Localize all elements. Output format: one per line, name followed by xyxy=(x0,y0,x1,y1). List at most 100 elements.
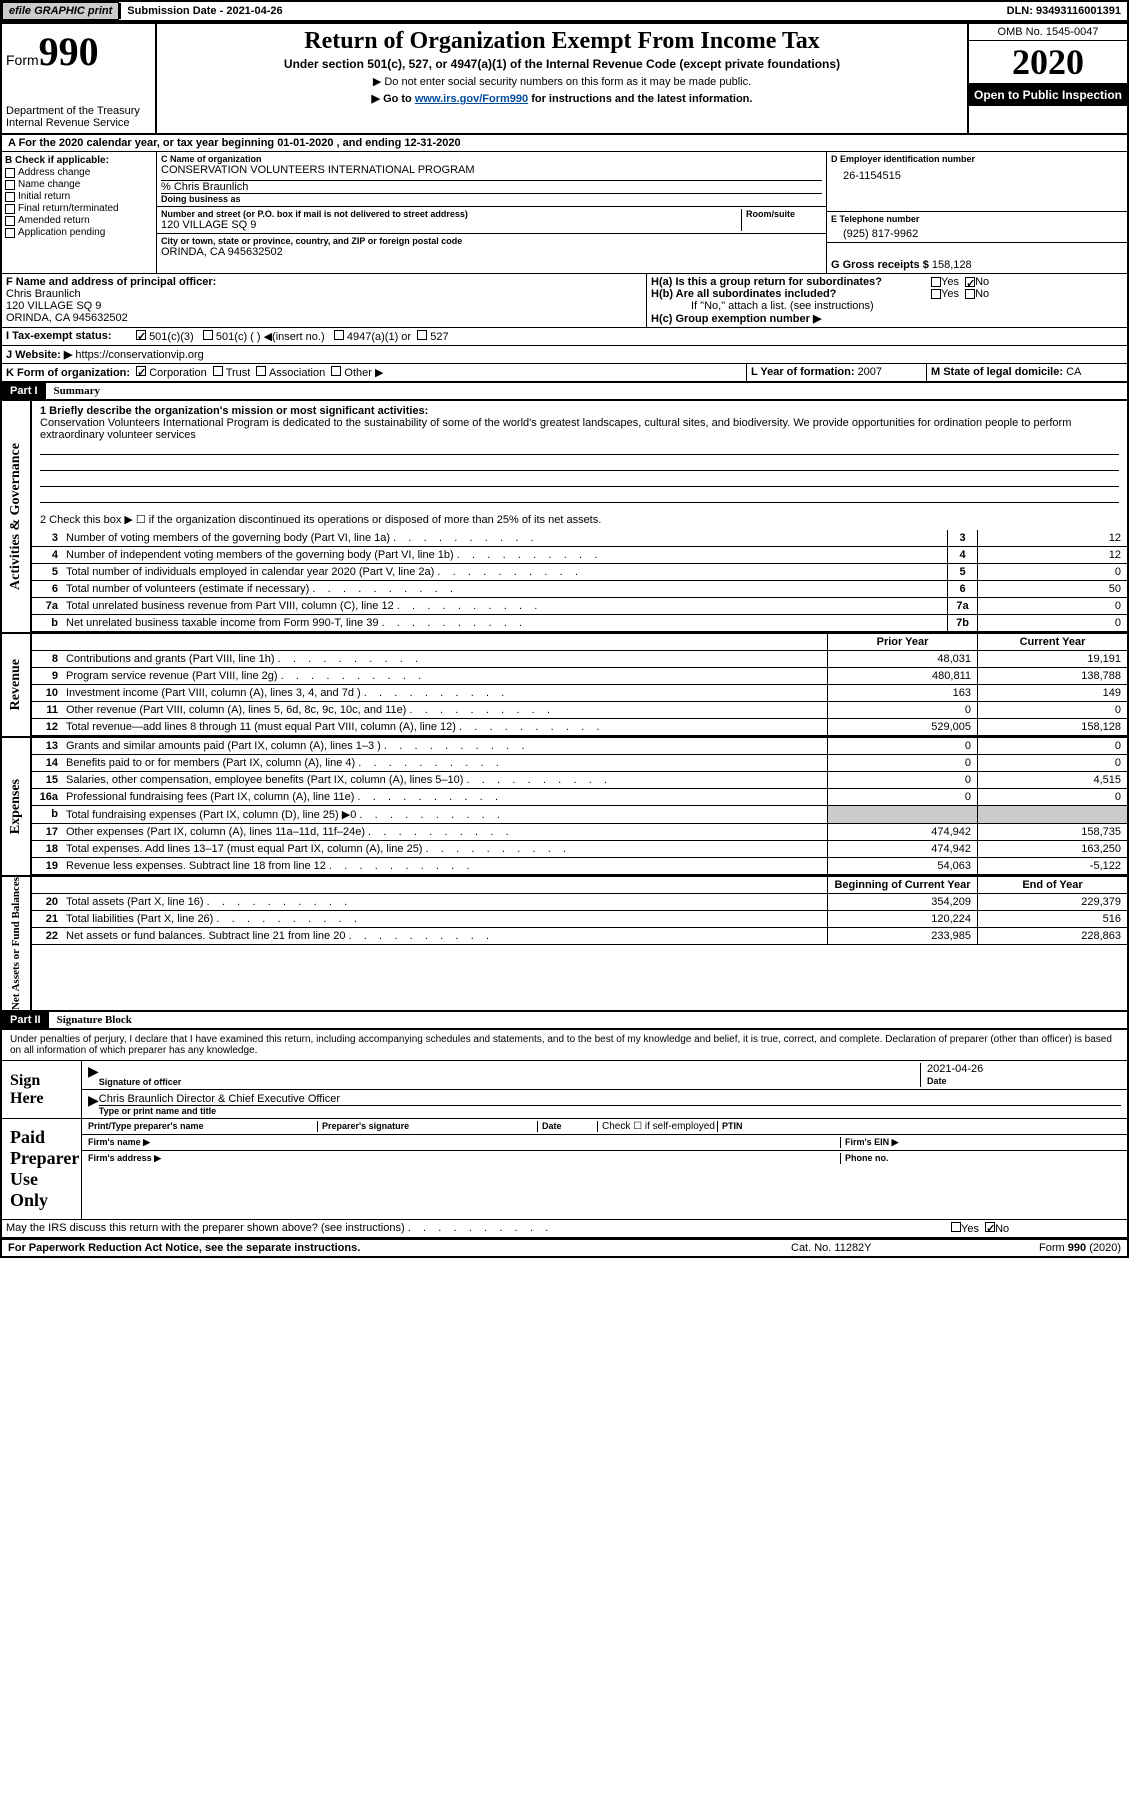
cb-ha-yes[interactable] xyxy=(931,277,941,287)
cat-no: Cat. No. 11282Y xyxy=(791,1242,971,1254)
public-inspection: Open to Public Inspection xyxy=(969,84,1127,106)
sig-date-label: Date xyxy=(927,1076,947,1086)
website-label: J Website: ▶ xyxy=(6,349,75,361)
discuss-label: May the IRS discuss this return with the… xyxy=(2,1220,947,1237)
section-bcd: B Check if applicable: Address change Na… xyxy=(2,152,1127,274)
org-name-label: C Name of organization xyxy=(161,154,822,164)
check-self-label: Check ☐ if self-employed xyxy=(598,1121,718,1132)
table-row: 5 Total number of individuals employed i… xyxy=(32,564,1127,581)
side-netassets: Net Assets or Fund Balances xyxy=(2,877,32,1010)
form-subtitle: Under section 501(c), 527, or 4947(a)(1)… xyxy=(161,57,963,71)
cb-amended[interactable] xyxy=(5,216,15,226)
table-row: 10 Investment income (Part VIII, column … xyxy=(32,685,1127,702)
table-row: 22 Net assets or fund balances. Subtract… xyxy=(32,928,1127,945)
row-k: K Form of organization: Corporation Trus… xyxy=(2,364,1127,383)
tax-year: 2020 xyxy=(969,41,1127,84)
cb-527[interactable] xyxy=(417,330,427,340)
table-row: 11 Other revenue (Part VIII, column (A),… xyxy=(32,702,1127,719)
part2-num: Part II xyxy=(2,1012,49,1028)
cb-trust[interactable] xyxy=(213,366,223,376)
begin-year-hdr: Beginning of Current Year xyxy=(827,877,977,893)
efile-button[interactable]: efile GRAPHIC print xyxy=(2,2,119,20)
firm-ein-label: Firm's EIN ▶ xyxy=(841,1137,1121,1148)
cb-4947[interactable] xyxy=(334,330,344,340)
table-row: 18 Total expenses. Add lines 13–17 (must… xyxy=(32,841,1127,858)
part1-num: Part I xyxy=(2,383,46,399)
cb-final-return[interactable] xyxy=(5,204,15,214)
cb-address-change[interactable] xyxy=(5,168,15,178)
firm-name-label: Firm's name ▶ xyxy=(88,1137,841,1148)
year-formation-label: L Year of formation: xyxy=(751,366,858,378)
form-header: Form990 Department of the Treasury Inter… xyxy=(2,24,1127,135)
form-number: 990 xyxy=(39,29,99,74)
cb-hb-yes[interactable] xyxy=(931,289,941,299)
table-row: 21 Total liabilities (Part X, line 26) 1… xyxy=(32,911,1127,928)
cb-hb-no[interactable] xyxy=(965,289,975,299)
officer-name-title: Chris Braunlich Director & Chief Executi… xyxy=(99,1093,1121,1105)
penalties-text: Under penalties of perjury, I declare th… xyxy=(2,1030,1127,1060)
firm-addr-label: Firm's address ▶ xyxy=(88,1153,841,1164)
form-version: Form 990 (2020) xyxy=(971,1242,1121,1254)
note-ssn: ▶ Do not enter social security numbers o… xyxy=(161,75,963,88)
side-activities: Activities & Governance xyxy=(2,401,32,632)
gross-receipts: 158,128 xyxy=(932,259,972,271)
cb-app-pending[interactable] xyxy=(5,228,15,238)
phone-no-label: Phone no. xyxy=(841,1153,1121,1164)
form-container: Form990 Department of the Treasury Inter… xyxy=(0,22,1129,1258)
submission-date: Submission Date - 2021-04-26 xyxy=(119,3,288,19)
paid-preparer-label: Paid Preparer Use Only xyxy=(2,1119,82,1219)
table-row: b Total fundraising expenses (Part IX, c… xyxy=(32,806,1127,824)
hb-label: H(b) Are all subordinates included? xyxy=(651,288,931,300)
type-name-label: Type or print name and title xyxy=(99,1105,1121,1116)
table-row: 15 Salaries, other compensation, employe… xyxy=(32,772,1127,789)
street: 120 VILLAGE SQ 9 xyxy=(161,219,741,231)
irs-link[interactable]: www.irs.gov/Form990 xyxy=(415,93,528,105)
current-year-hdr: Current Year xyxy=(977,634,1127,650)
dept-irs: Internal Revenue Service xyxy=(6,117,151,129)
sig-officer-label: Signature of officer xyxy=(99,1077,920,1087)
part2-title: Signature Block xyxy=(49,1012,140,1028)
tax-exempt-label: I Tax-exempt status: xyxy=(2,328,132,345)
table-row: 8 Contributions and grants (Part VIII, l… xyxy=(32,651,1127,668)
prep-name-label: Print/Type preparer's name xyxy=(88,1121,318,1132)
form-label: Form xyxy=(6,52,39,68)
hb-note: If "No," attach a list. (see instruction… xyxy=(651,300,1123,312)
officer-addr1: 120 VILLAGE SQ 9 xyxy=(6,300,642,312)
cb-501c[interactable] xyxy=(203,330,213,340)
cb-501c3[interactable] xyxy=(136,330,146,340)
ptin-label: PTIN xyxy=(718,1121,1121,1132)
prep-sig-label: Preparer's signature xyxy=(318,1121,538,1132)
prep-date-label: Date xyxy=(538,1121,598,1132)
cb-discuss-yes[interactable] xyxy=(951,1222,961,1232)
part1-title: Summary xyxy=(46,383,108,399)
omb-number: OMB No. 1545-0047 xyxy=(969,24,1127,41)
care-of: % Chris Braunlich xyxy=(161,180,822,193)
cb-discuss-no[interactable] xyxy=(985,1222,995,1232)
cb-initial-return[interactable] xyxy=(5,192,15,202)
table-row: 4 Number of independent voting members o… xyxy=(32,547,1127,564)
cb-assoc[interactable] xyxy=(256,366,266,376)
table-row: 14 Benefits paid to or for members (Part… xyxy=(32,755,1127,772)
row-j: J Website: ▶ https://conservationvip.org xyxy=(2,346,1127,364)
table-row: b Net unrelated business taxable income … xyxy=(32,615,1127,632)
website-url[interactable]: https://conservationvip.org xyxy=(75,349,203,361)
city-label: City or town, state or province, country… xyxy=(161,236,822,246)
state-domicile-label: M State of legal domicile: xyxy=(931,366,1066,378)
ein-label: D Employer identification number xyxy=(831,154,1123,164)
side-expenses: Expenses xyxy=(2,738,32,875)
cb-ha-no[interactable] xyxy=(965,277,975,287)
cb-other[interactable] xyxy=(331,366,341,376)
line1-label: 1 Briefly describe the organization's mi… xyxy=(40,405,1119,417)
side-revenue: Revenue xyxy=(2,634,32,736)
part1-header: Part ISummary xyxy=(2,383,1127,401)
room-label: Room/suite xyxy=(746,209,822,219)
officer-addr2: ORINDA, CA 945632502 xyxy=(6,312,642,324)
arrow-icon: ▶ xyxy=(88,1092,99,1116)
section-f-label: F Name and address of principal officer: xyxy=(6,276,642,288)
cb-corp[interactable] xyxy=(136,366,146,376)
section-b-label: B Check if applicable: xyxy=(5,155,153,166)
table-row: 20 Total assets (Part X, line 16) 354,20… xyxy=(32,894,1127,911)
prior-year-hdr: Prior Year xyxy=(827,634,977,650)
sig-date-val: 2021-04-26 xyxy=(927,1063,1121,1075)
cb-name-change[interactable] xyxy=(5,180,15,190)
